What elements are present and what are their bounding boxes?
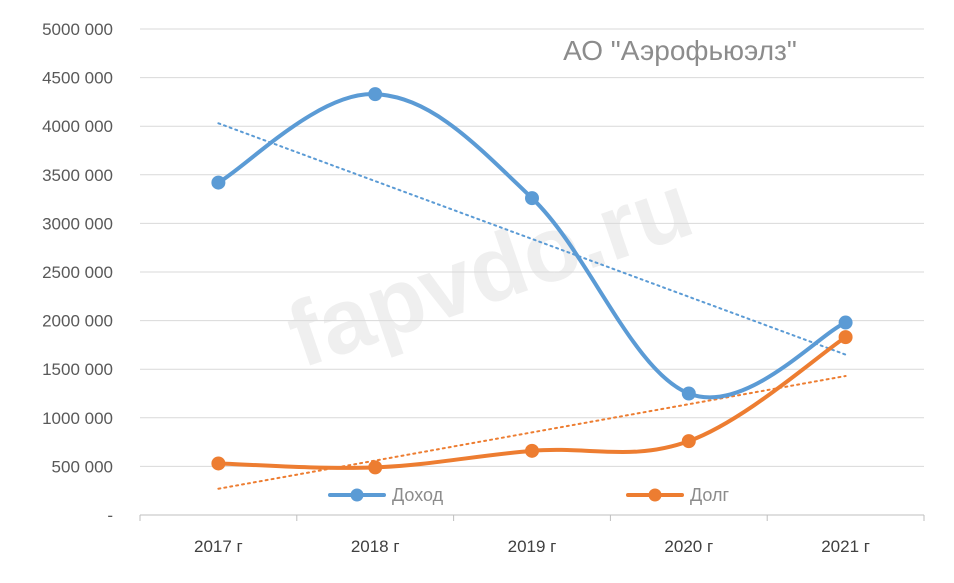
y-tick-label: 4000 000 <box>42 117 113 136</box>
legend: Доход Долг <box>328 485 730 505</box>
y-tick-label: 1000 000 <box>42 409 113 428</box>
y-axis-tick-labels: - 500 000 1000 000 1500 000 2000 000 2500 000… <box>42 20 113 525</box>
x-tick-label: 2017 г <box>194 537 243 556</box>
data-point-income <box>368 87 383 102</box>
data-point-debt <box>681 434 696 449</box>
y-tick-label: 2500 000 <box>42 263 113 282</box>
trendline-debt <box>217 375 847 490</box>
trendline-income <box>217 122 847 356</box>
series-markers <box>211 87 853 475</box>
x-tick-label: 2021 г <box>821 537 870 556</box>
data-point-debt <box>368 460 383 475</box>
data-point-income <box>525 191 539 206</box>
y-tick-label: 5000 000 <box>42 20 113 39</box>
series-line-income <box>216 92 848 400</box>
gridlines <box>140 28 924 467</box>
y-tick-label: 500 000 <box>52 457 113 476</box>
data-point-debt <box>838 330 853 345</box>
legend-label-income: Доход <box>392 485 444 505</box>
x-axis <box>139 514 925 521</box>
y-tick-label: 1500 000 <box>42 360 113 379</box>
data-point-income <box>838 315 853 330</box>
legend-marker-income <box>350 488 364 502</box>
data-point-income <box>211 175 226 190</box>
y-tick-label: 3000 000 <box>42 214 113 233</box>
x-axis-tick-labels: 2017 г 2018 г 2019 г 2020 г 2021 г <box>194 537 870 556</box>
chart-title: АО "Аэрофьюэлз" <box>563 35 797 66</box>
legend-label-debt: Долг <box>690 485 730 505</box>
x-tick-label: 2018 г <box>351 537 400 556</box>
x-tick-label: 2020 г <box>664 537 713 556</box>
data-point-debt <box>525 443 539 458</box>
data-point-income <box>681 386 696 401</box>
y-tick-label: 4500 000 <box>42 69 113 88</box>
legend-marker-debt <box>648 488 662 502</box>
x-tick-label: 2019 г <box>508 537 557 556</box>
trendlines <box>217 122 847 490</box>
y-tick-label: - <box>107 506 113 525</box>
data-point-debt <box>211 456 226 471</box>
y-tick-label: 3500 000 <box>42 166 113 185</box>
y-tick-label: 2000 000 <box>42 312 113 331</box>
